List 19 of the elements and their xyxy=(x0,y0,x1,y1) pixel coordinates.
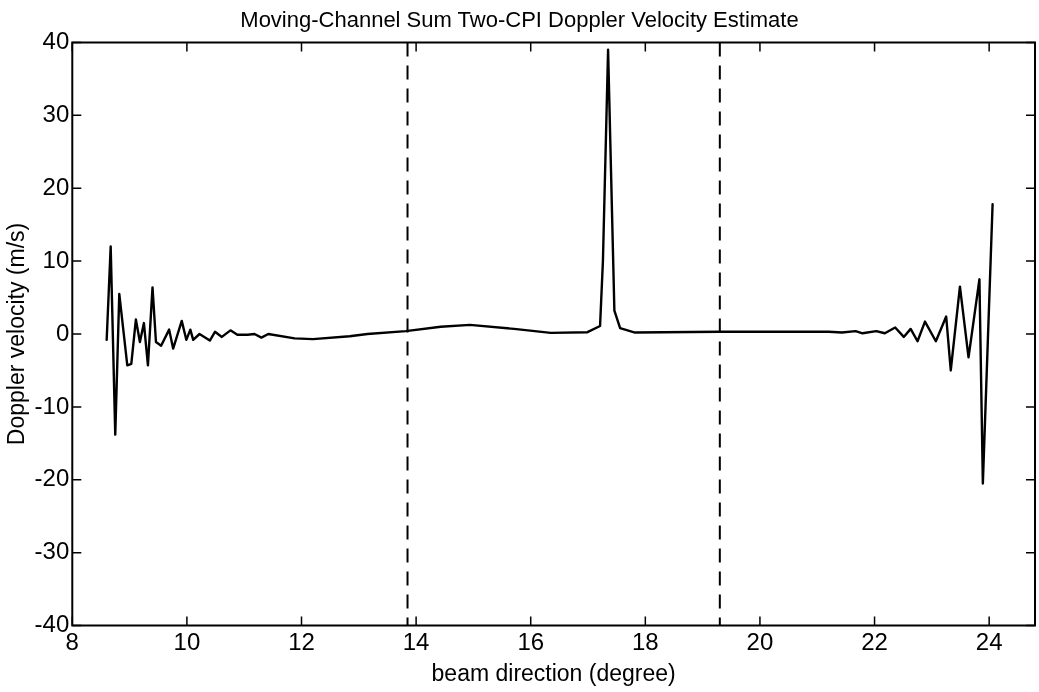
y-axis-title: Doppler velocity (m/s) xyxy=(3,222,30,446)
x-tick-label: 22 xyxy=(861,627,888,655)
y-tick-label: -30 xyxy=(34,537,70,565)
y-tick-label: 20 xyxy=(42,172,70,200)
x-tick-label: 20 xyxy=(746,627,774,655)
y-tick-label: 0 xyxy=(55,318,70,346)
x-tick-label: 18 xyxy=(631,627,659,655)
x-tick-label: 10 xyxy=(173,627,201,655)
x-tick-label: 16 xyxy=(517,627,545,655)
x-tick-label: 12 xyxy=(288,627,315,655)
y-tick-label: 10 xyxy=(42,245,70,273)
x-tick-label: 24 xyxy=(975,627,1003,655)
y-tick-label: -20 xyxy=(34,464,70,492)
y-tick-label: 40 xyxy=(42,27,70,55)
x-axis-title: beam direction (degree) xyxy=(431,659,676,686)
x-tick-label: 14 xyxy=(402,627,430,655)
y-tick-label: 30 xyxy=(42,99,70,127)
chart-title: Moving-Channel Sum Two-CPI Doppler Velocity Estimate xyxy=(240,7,799,33)
y-tick-label: -10 xyxy=(34,391,70,419)
